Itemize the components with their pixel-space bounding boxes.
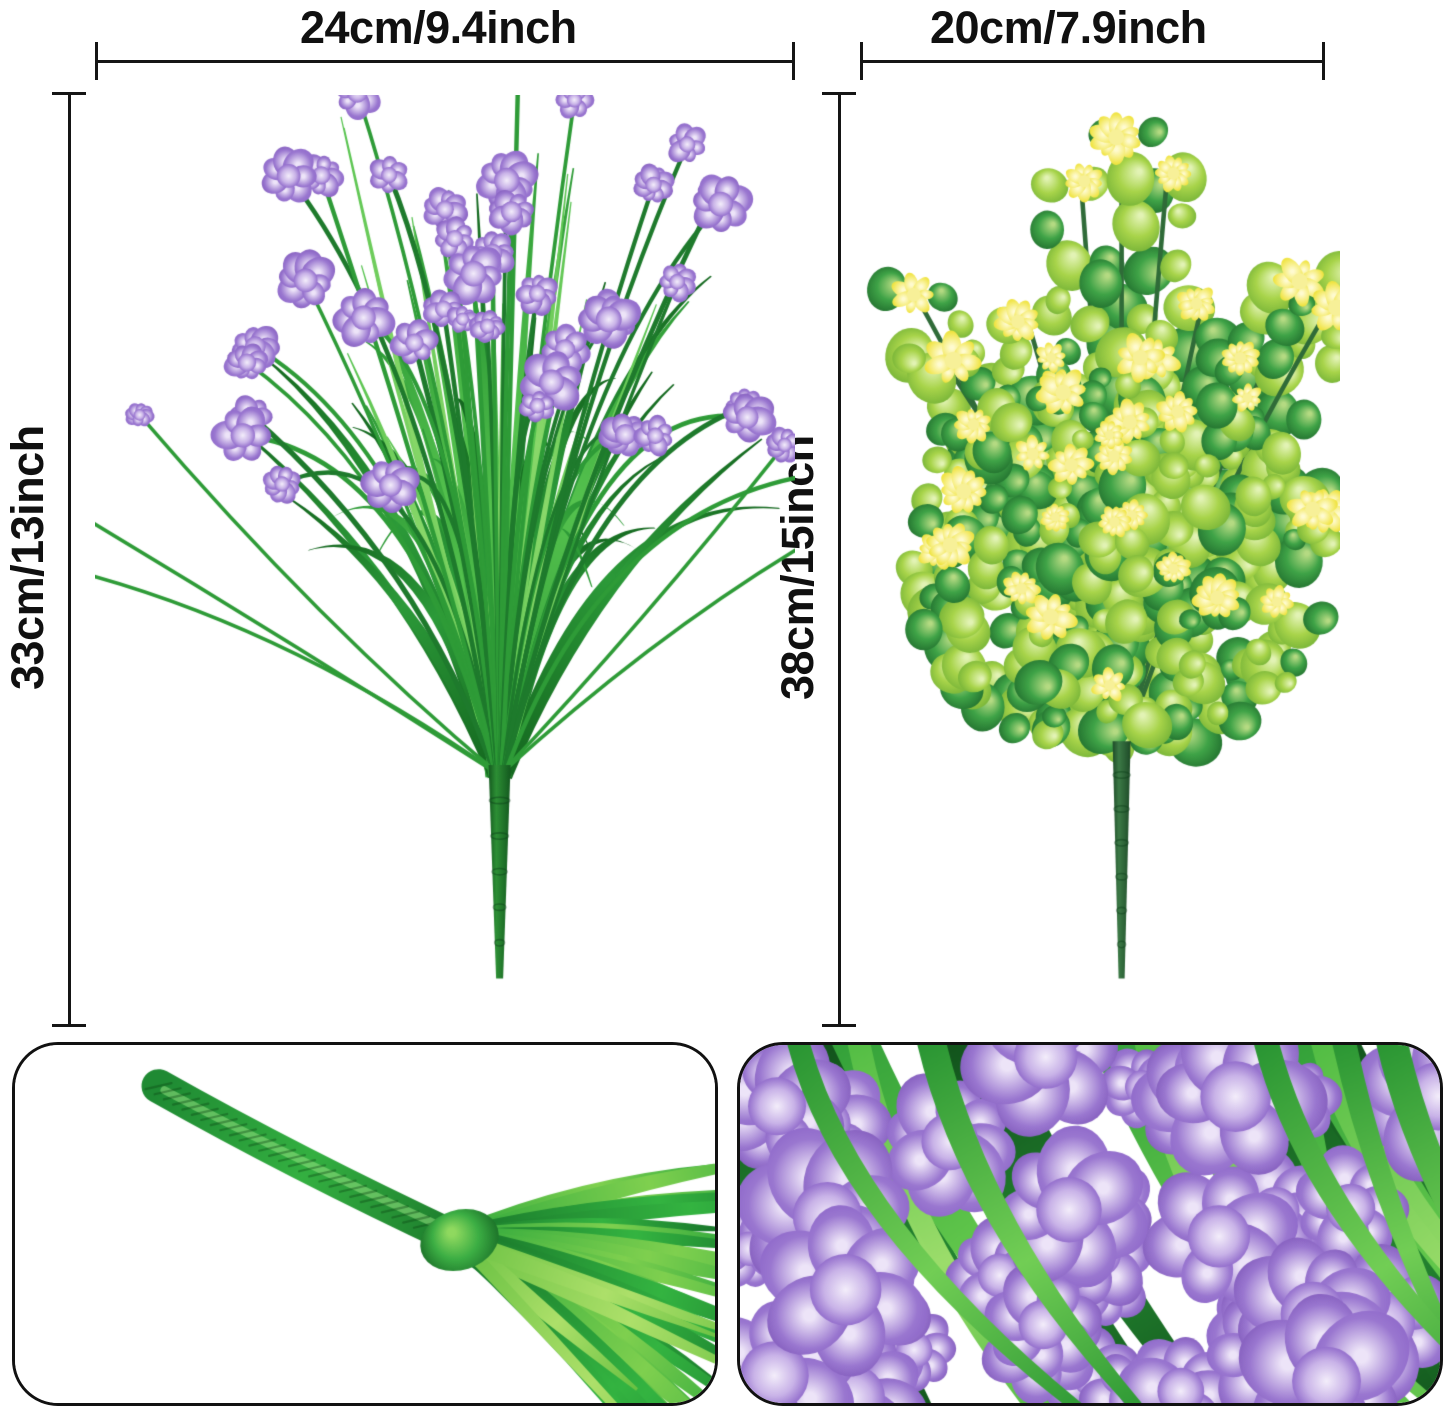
dimension-line-height-purple (68, 92, 71, 1027)
dimension-cap-height-purple-top (52, 92, 86, 95)
dimension-label-width-purple: 24cm/9.4inch (300, 2, 577, 53)
yellow-bush-canvas (860, 95, 1340, 1020)
purple-bush-canvas (95, 95, 795, 1020)
stem-closeup-canvas (15, 1045, 715, 1403)
dimension-cap-height-purple-bottom (52, 1024, 86, 1027)
dimension-label-height-purple: 33cm/13inch (2, 425, 53, 690)
dimension-cap-height-yellow-bottom (822, 1024, 856, 1027)
flower-closeup-canvas (740, 1045, 1440, 1403)
dimension-cap-width-purple-right (792, 42, 795, 80)
detail-panel-flower (737, 1042, 1443, 1406)
dimension-cap-width-yellow-left (860, 42, 863, 80)
product-image-yellow-bush (860, 95, 1340, 1020)
dimension-line-width-yellow (860, 60, 1325, 63)
detail-panel-stem (12, 1042, 718, 1406)
dimension-cap-width-purple-left (95, 42, 98, 80)
dimension-cap-height-yellow-top (822, 92, 856, 95)
dimension-line-width-purple (95, 60, 795, 63)
dimension-cap-width-yellow-right (1322, 42, 1325, 80)
dimension-label-width-yellow: 20cm/7.9inch (930, 2, 1207, 53)
product-image-purple-bush (95, 95, 795, 1020)
dimension-line-height-yellow (838, 92, 841, 1027)
